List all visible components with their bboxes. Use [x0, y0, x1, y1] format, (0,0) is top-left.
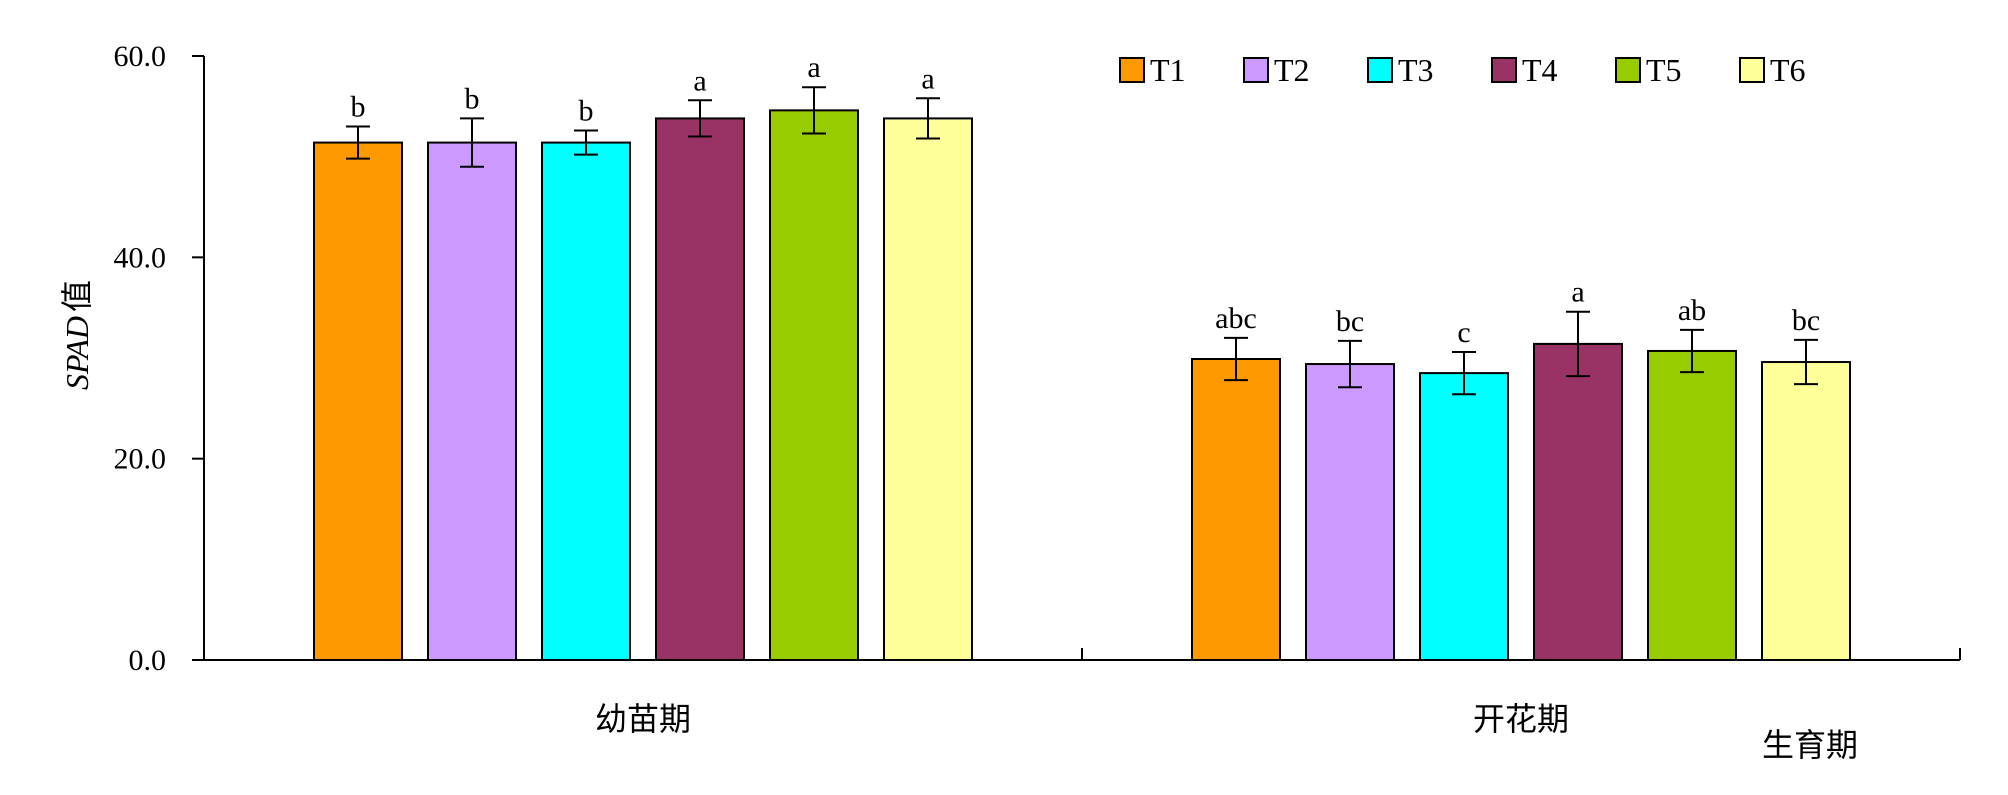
error-bar: [574, 129, 598, 156]
error-bar: [346, 125, 370, 160]
significance-letter: b: [351, 90, 366, 123]
error-bar: [688, 99, 712, 138]
bar-t4: [1533, 342, 1623, 661]
bar-t6: [883, 117, 973, 661]
bar-t1: [1191, 358, 1281, 661]
legend-swatch: [1243, 57, 1269, 83]
legend: T1 T2 T3 T4 T5 T6: [1119, 52, 1806, 88]
significance-letter: a: [921, 62, 934, 95]
bar-t5: [769, 109, 859, 662]
significance-letter: b: [465, 82, 480, 115]
significance-letter: c: [1457, 316, 1470, 349]
error-bar: [460, 117, 484, 168]
bar-t2: [1305, 363, 1395, 661]
significance-letter: a: [1571, 276, 1584, 309]
bar-t3: [1419, 372, 1509, 661]
bar-t4: [655, 117, 745, 661]
bar-t5: [1647, 349, 1737, 661]
x-axis-label: 生育期: [1762, 727, 1858, 763]
legend-label: T6: [1770, 52, 1806, 88]
legend-label: T2: [1274, 52, 1310, 88]
significance-letter: a: [807, 51, 820, 84]
error-bar: [1680, 328, 1704, 374]
error-bars: [346, 86, 1818, 396]
legend-item-t2: T2: [1243, 52, 1310, 88]
legend-item-t5: T5: [1615, 52, 1682, 88]
y-axis-label: SPAD 值: [59, 280, 95, 390]
significance-letters: b b b a a a abc bc c a ab bc: [351, 51, 1821, 349]
category-label: 幼苗期: [595, 701, 691, 737]
legend-label: T1: [1150, 52, 1186, 88]
significance-letter: b: [579, 94, 594, 127]
error-bar: [1338, 339, 1362, 389]
legend-swatch: [1491, 57, 1517, 83]
y-tick-label: 0.0: [129, 644, 167, 677]
y-tick-label: 20.0: [114, 443, 167, 476]
bar-t3: [541, 141, 631, 662]
legend-label: T4: [1522, 52, 1558, 88]
error-bar: [1566, 310, 1590, 378]
legend-item-t1: T1: [1119, 52, 1186, 88]
significance-letter: a: [693, 64, 706, 97]
bar-t1: [313, 141, 403, 662]
legend-item-t6: T6: [1739, 52, 1806, 88]
y-axis: 0.0 20.0 40.0 60.0: [114, 40, 205, 677]
bar-t6: [1761, 361, 1851, 661]
category-label: 开花期: [1473, 701, 1569, 737]
legend-label: T5: [1646, 52, 1682, 88]
significance-letter: bc: [1336, 305, 1364, 338]
y-axis-label-italic: SPAD: [59, 316, 95, 390]
significance-letter: ab: [1678, 294, 1706, 327]
error-bar: [802, 86, 826, 135]
bars: [313, 109, 1851, 662]
x-axis: 幼苗期 开花期: [204, 648, 1961, 737]
legend-item-t4: T4: [1491, 52, 1558, 88]
error-bar: [1452, 350, 1476, 396]
error-bar: [1224, 336, 1248, 382]
significance-letter: abc: [1215, 302, 1257, 335]
error-bar: [916, 97, 940, 140]
bar-t2: [427, 141, 517, 662]
y-tick-label: 60.0: [114, 40, 167, 73]
legend-item-t3: T3: [1367, 52, 1434, 88]
legend-swatch: [1119, 57, 1145, 83]
y-axis-label-suffix: 值: [59, 280, 95, 312]
legend-swatch: [1615, 57, 1641, 83]
legend-swatch: [1739, 57, 1765, 83]
y-tick-label: 40.0: [114, 241, 167, 274]
significance-letter: bc: [1792, 304, 1820, 337]
error-bar: [1794, 338, 1818, 386]
legend-swatch: [1367, 57, 1393, 83]
legend-label: T3: [1398, 52, 1434, 88]
